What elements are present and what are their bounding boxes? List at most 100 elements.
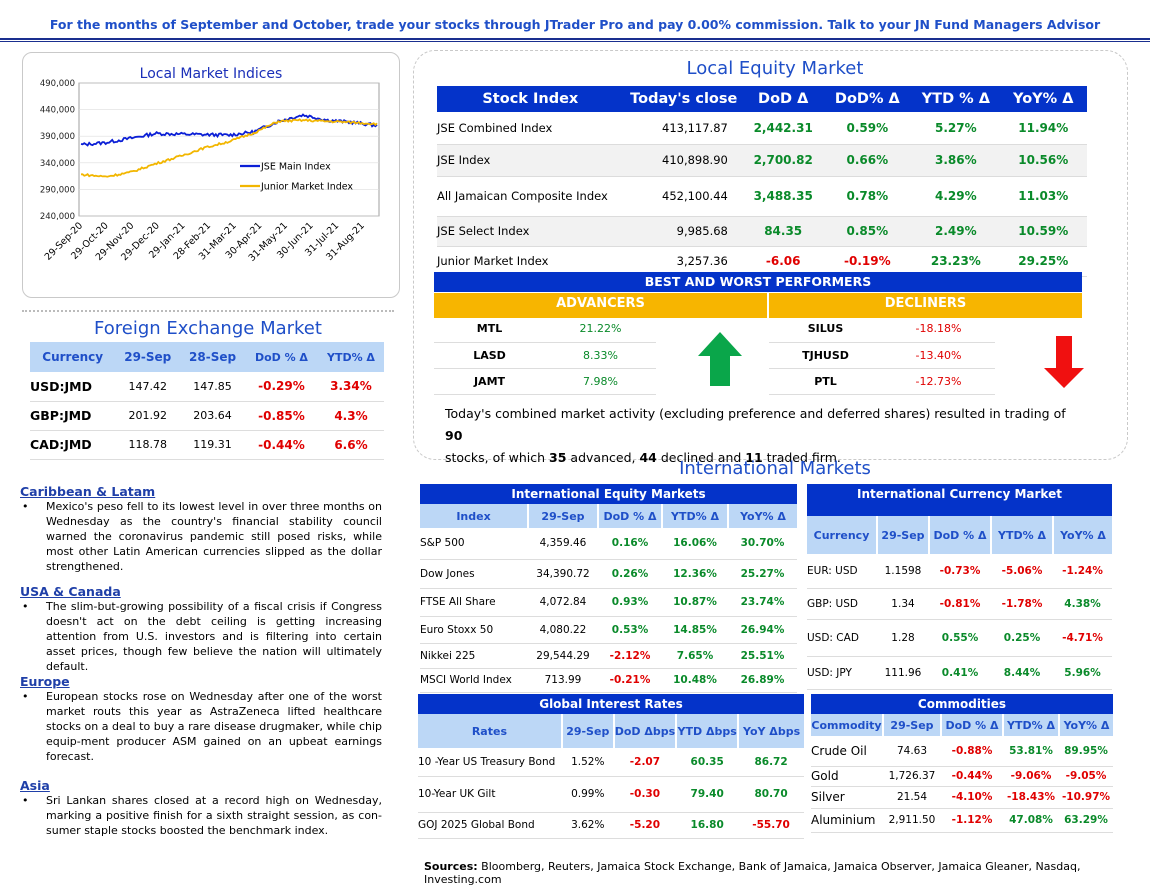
intl_equity-cell: 26.89%: [728, 668, 797, 693]
lem-close: 413,117.87: [623, 112, 744, 145]
performer-change: 8.33%: [545, 342, 656, 369]
intl_currency-cell: 1.1598: [877, 554, 929, 589]
table-row: GOJ 2025 Global Bond 3.62% -5.20 16.80 -55.7…: [418, 812, 804, 839]
y-tick-label: 290,000: [40, 185, 75, 195]
intl_equity-cell: 25.27%: [728, 559, 797, 589]
y-tick-label: 340,000: [40, 159, 75, 169]
lem-close: 3,257.36: [623, 246, 744, 277]
intl_equity-header: YoY% Δ: [727, 504, 797, 528]
summary-text: Today's combined market activity (exclud…: [445, 406, 1066, 421]
fx-currency: CAD:JMD: [30, 430, 116, 460]
table-row: PTL -12.73%: [769, 368, 995, 395]
intl-currency-table: Currency 29-Sep DoD % Δ YTD% Δ YoY% Δ EUR: US…: [807, 516, 1112, 690]
fx-dod: -0.44%: [244, 430, 318, 460]
intl_equity-cell: 0.16%: [598, 528, 662, 560]
performer-change: -18.18%: [882, 316, 995, 343]
intl_currency-cell: 111.96: [877, 656, 929, 690]
commodities-cell: -9.06%: [1003, 766, 1059, 787]
table-row: JSE Select Index 9,985.68 84.35 0.85% 2.…: [437, 216, 1087, 247]
declined-count: 44: [639, 450, 657, 465]
table-row: Junior Market Index 3,257.36 -6.06 -0.19…: [437, 246, 1087, 277]
interest-cell: GOJ 2025 Global Bond: [418, 812, 562, 839]
commodities-cell: -10.97%: [1059, 786, 1113, 809]
lem-header: YTD % Δ: [912, 86, 1000, 112]
lem-yoy: 11.94%: [999, 112, 1087, 145]
fx-title: Foreign Exchange Market: [94, 318, 322, 339]
interest-cell: 86.72: [738, 748, 804, 777]
table-row: All Jamaican Composite Index 452,100.44 …: [437, 176, 1087, 217]
intl_equity-cell: 10.87%: [662, 588, 728, 617]
performer-symbol: MTL: [434, 316, 545, 343]
table-row: TJHUSD -13.40%: [769, 342, 995, 369]
intl_equity-cell: 0.53%: [598, 616, 662, 644]
interest-header: YTD Δbps: [675, 714, 739, 748]
performer-symbol: TJHUSD: [769, 342, 882, 369]
dotted-divider: [22, 310, 394, 312]
interest-header: YoY Δbps: [737, 714, 804, 748]
lem-dod-pct: 0.66%: [822, 144, 913, 177]
performer-change: 21.22%: [545, 316, 656, 343]
intl_equity-cell: Nikkei 225: [420, 643, 528, 669]
lem-index-name: JSE Index: [437, 144, 624, 177]
commodities-cell: -4.10%: [941, 786, 1003, 809]
fx-29sep: 118.78: [115, 430, 181, 460]
lem-yoy: 10.59%: [999, 216, 1087, 247]
summary-text: declined and: [656, 450, 746, 465]
commodities-cell: Silver: [811, 786, 883, 809]
table-row: Gold 1,726.37 -0.44% -9.06% -9.05%: [811, 766, 1113, 787]
table-row: S&P 500 4,359.46 0.16% 16.06% 30.70%: [420, 528, 797, 560]
intl_equity-cell: -2.12%: [598, 643, 662, 669]
y-tick-label: 240,000: [40, 212, 75, 222]
y-tick-label: 490,000: [40, 79, 75, 89]
intl_equity-header: YTD% Δ: [661, 504, 728, 528]
table-row: USD:JMD 147.42 147.85 -0.29% 3.34%: [30, 372, 384, 402]
commodities-cell: Gold: [811, 766, 883, 787]
series-line-junior: [81, 118, 378, 178]
table-row: Dow Jones 34,390.72 0.26% 12.36% 25.27%: [420, 559, 797, 589]
fx-28sep: 147.85: [180, 372, 245, 402]
table-row: JSE Index 410,898.90 2,700.82 0.66% 3.86…: [437, 144, 1087, 177]
intl_equity-cell: 12.36%: [662, 559, 728, 589]
interest-cell: 10-Year UK Gilt: [418, 776, 562, 813]
intl_equity-cell: 7.65%: [662, 643, 728, 669]
commodities-cell: 89.95%: [1059, 736, 1113, 767]
total-traded: 90: [445, 428, 463, 443]
lem-dod-pct: -0.19%: [822, 246, 913, 277]
lem-dod: 2,442.31: [743, 112, 823, 145]
intl_equity-cell: 34,390.72: [528, 559, 598, 589]
fx-ytd: 3.34%: [317, 372, 384, 402]
intl_currency-cell: -0.73%: [929, 554, 991, 589]
table-row: SILUS -18.18%: [769, 316, 995, 343]
y-tick-label: 440,000: [40, 106, 75, 116]
interest-cell: -5.20: [613, 812, 677, 839]
intl_currency-cell: EUR: USD: [807, 554, 877, 589]
lem-header: Today's close: [623, 86, 744, 112]
intl_equity-header: Index: [420, 504, 528, 528]
plot-frame: [78, 82, 380, 217]
lem-dod: 3,488.35: [743, 176, 823, 217]
commodities-cell: 2,911.50: [883, 808, 941, 833]
news-text: Mexico's peso fell to its lowest level i…: [46, 500, 382, 573]
performer-symbol: JAMT: [434, 368, 545, 395]
summary-text: stocks, of which: [445, 450, 550, 465]
lem-ytd: 23.23%: [912, 246, 1000, 277]
table-row: MSCI World Index 713.99 -0.21% 10.48% 26.89%: [420, 668, 797, 693]
news-item: Europe • European stocks rose on Wednesda…: [20, 674, 382, 764]
commodities-cell: -9.05%: [1059, 766, 1113, 787]
advanced-count: 35: [549, 450, 567, 465]
intl_equity-cell: 713.99: [528, 668, 598, 693]
commodities-cell: -18.43%: [1003, 786, 1059, 809]
lem-index-name: JSE Select Index: [437, 216, 624, 247]
lem-header: DoD% Δ: [822, 86, 913, 112]
news-text: Sri Lankan shares closed at a record hig…: [46, 794, 382, 837]
commodities-cell: -0.88%: [941, 736, 1003, 767]
local-market-indices-chart: Local Market Indices 490,000 440,000 390,00…: [40, 66, 380, 264]
lem-yoy: 11.03%: [999, 176, 1087, 217]
table-row: FTSE All Share 4,072.84 0.93% 10.87% 23.74%: [420, 588, 797, 617]
table-row: Euro Stoxx 50 4,080.22 0.53% 14.85% 26.94%: [420, 616, 797, 644]
table-row: 10-Year UK Gilt 0.99% -0.30 79.40 80.70: [418, 776, 804, 813]
intl_currency-header: YTD% Δ: [990, 516, 1053, 554]
commodities-cell: Aluminium: [811, 808, 883, 833]
sources-text: Bloomberg, Reuters, Jamaica Stock Exchan…: [424, 860, 1081, 885]
interest-cell: 0.99%: [561, 776, 614, 813]
